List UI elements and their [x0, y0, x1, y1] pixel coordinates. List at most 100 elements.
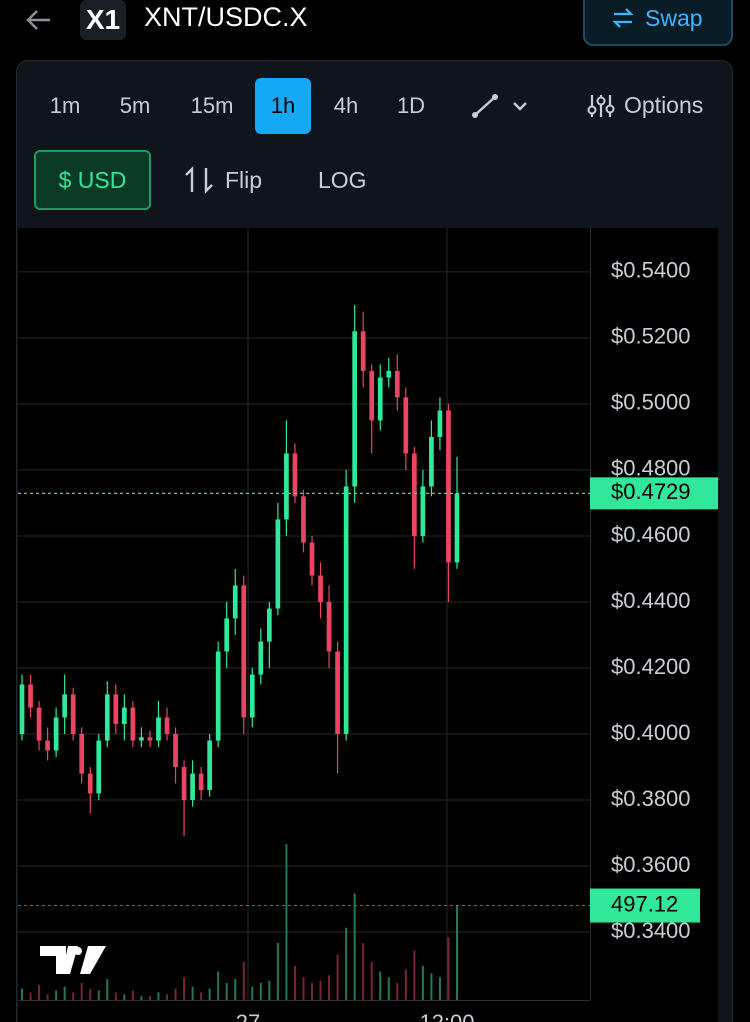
volume-bar: [276, 943, 279, 1000]
swap-button[interactable]: Swap: [583, 0, 733, 46]
volume-bar: [21, 988, 23, 1000]
candle-body: [139, 737, 144, 741]
candle-body: [360, 331, 366, 371]
candle-body: [45, 740, 50, 751]
volume-bar: [430, 973, 433, 1000]
y-tick-label: $0.5400: [611, 258, 691, 283]
y-tick-label: $0.4400: [611, 588, 691, 613]
candle-body: [241, 585, 247, 718]
volume-bar: [208, 988, 211, 1000]
candle-body: [429, 436, 434, 487]
candle-body: [352, 331, 357, 487]
volume-bar: [89, 988, 92, 1000]
candle-body: [36, 707, 42, 741]
candle-body: [173, 733, 178, 767]
interval-button[interactable]: 1m: [49, 93, 81, 118]
back-arrow[interactable]: [24, 6, 54, 34]
x-tick-label: 27: [236, 1010, 260, 1022]
volume-bar: [157, 992, 160, 1000]
chart-type-selector[interactable]: [470, 92, 532, 120]
volume-bar: [106, 979, 109, 1000]
interval-button[interactable]: 1D: [396, 93, 426, 118]
volume-bar: [251, 986, 254, 1000]
candle-body: [292, 453, 298, 497]
y-tick-label: $0.4000: [611, 720, 691, 745]
volume-bar: [404, 969, 407, 1000]
last-price-box: [590, 477, 718, 510]
candle-body: [437, 410, 443, 437]
tradingview-logo: [40, 946, 106, 974]
volume-bar: [191, 986, 194, 1000]
volume-bar: [362, 943, 365, 1000]
interval-button[interactable]: 15m: [190, 93, 234, 118]
candle-body: [326, 601, 332, 652]
candle-body: [309, 542, 315, 576]
candle-body: [284, 453, 289, 520]
volume-bar: [97, 990, 100, 1000]
volume-bar: [140, 996, 143, 1000]
logo: X1: [80, 0, 126, 40]
volume-bar: [200, 992, 203, 1000]
interval-button[interactable]: 5m: [119, 93, 151, 118]
swap-label: Swap: [645, 5, 703, 31]
last-volume-box: [590, 888, 700, 923]
volume-bar: [353, 893, 356, 1000]
candle-body: [181, 766, 187, 800]
last-price-label: $0.4729: [611, 479, 691, 504]
volume-bar: [80, 982, 83, 1000]
volume-bar: [285, 844, 288, 1000]
candle-body: [258, 641, 264, 675]
volume-bar: [370, 962, 373, 1000]
candle-body: [267, 608, 272, 642]
volume-bar: [55, 990, 58, 1000]
candle-body: [232, 585, 238, 619]
candle-body: [164, 717, 170, 734]
interval-button[interactable]: 1h: [255, 78, 311, 134]
volume-bar: [217, 971, 220, 1000]
volume-bar: [319, 981, 322, 1000]
candle-body: [275, 519, 281, 609]
interval-button[interactable]: 4h: [333, 93, 359, 118]
volume-bar: [379, 971, 382, 1000]
volume-bar: [293, 965, 296, 1000]
volume-bar: [345, 927, 348, 1000]
candle-body: [28, 684, 33, 708]
log-button[interactable]: LOG: [318, 167, 367, 193]
candle-body: [198, 773, 204, 791]
options-button[interactable]: Options: [624, 92, 704, 118]
currency-toggle[interactable]: $ USD: [34, 150, 151, 210]
volume-bar: [396, 982, 399, 1000]
volume-bar: [225, 982, 228, 1000]
volume-bar: [302, 977, 305, 1000]
options-icon: [587, 95, 615, 117]
candle-body: [412, 453, 417, 536]
candle-body: [446, 410, 451, 563]
swap-icon: [612, 8, 634, 28]
y-tick-label: $0.3800: [611, 786, 691, 811]
candle-body: [394, 370, 400, 398]
x-tick-label: 12:00: [419, 1010, 474, 1022]
candle-body: [249, 674, 255, 718]
volume-bar: [268, 981, 271, 1000]
flip-button[interactable]: Flip: [225, 167, 263, 193]
candle-body: [224, 618, 230, 652]
candle-body: [301, 496, 306, 543]
volume-bar: [114, 992, 117, 1000]
candle-body: [403, 397, 409, 454]
volume-bar: [166, 994, 168, 1000]
volume-bar: [387, 977, 390, 1000]
candle-body: [19, 684, 25, 734]
y-tick-label: $0.5200: [611, 324, 691, 349]
candle-body: [104, 694, 110, 741]
candle-body: [420, 486, 426, 536]
candle-body: [87, 773, 93, 794]
candle-body: [156, 717, 161, 741]
y-tick-label: $0.4200: [611, 654, 691, 679]
candle-body: [318, 575, 323, 602]
volume-bar: [447, 937, 450, 1000]
volume-bar: [234, 979, 237, 1000]
volume-bar: [46, 994, 49, 1000]
y-tick-label: $0.3600: [611, 852, 691, 877]
